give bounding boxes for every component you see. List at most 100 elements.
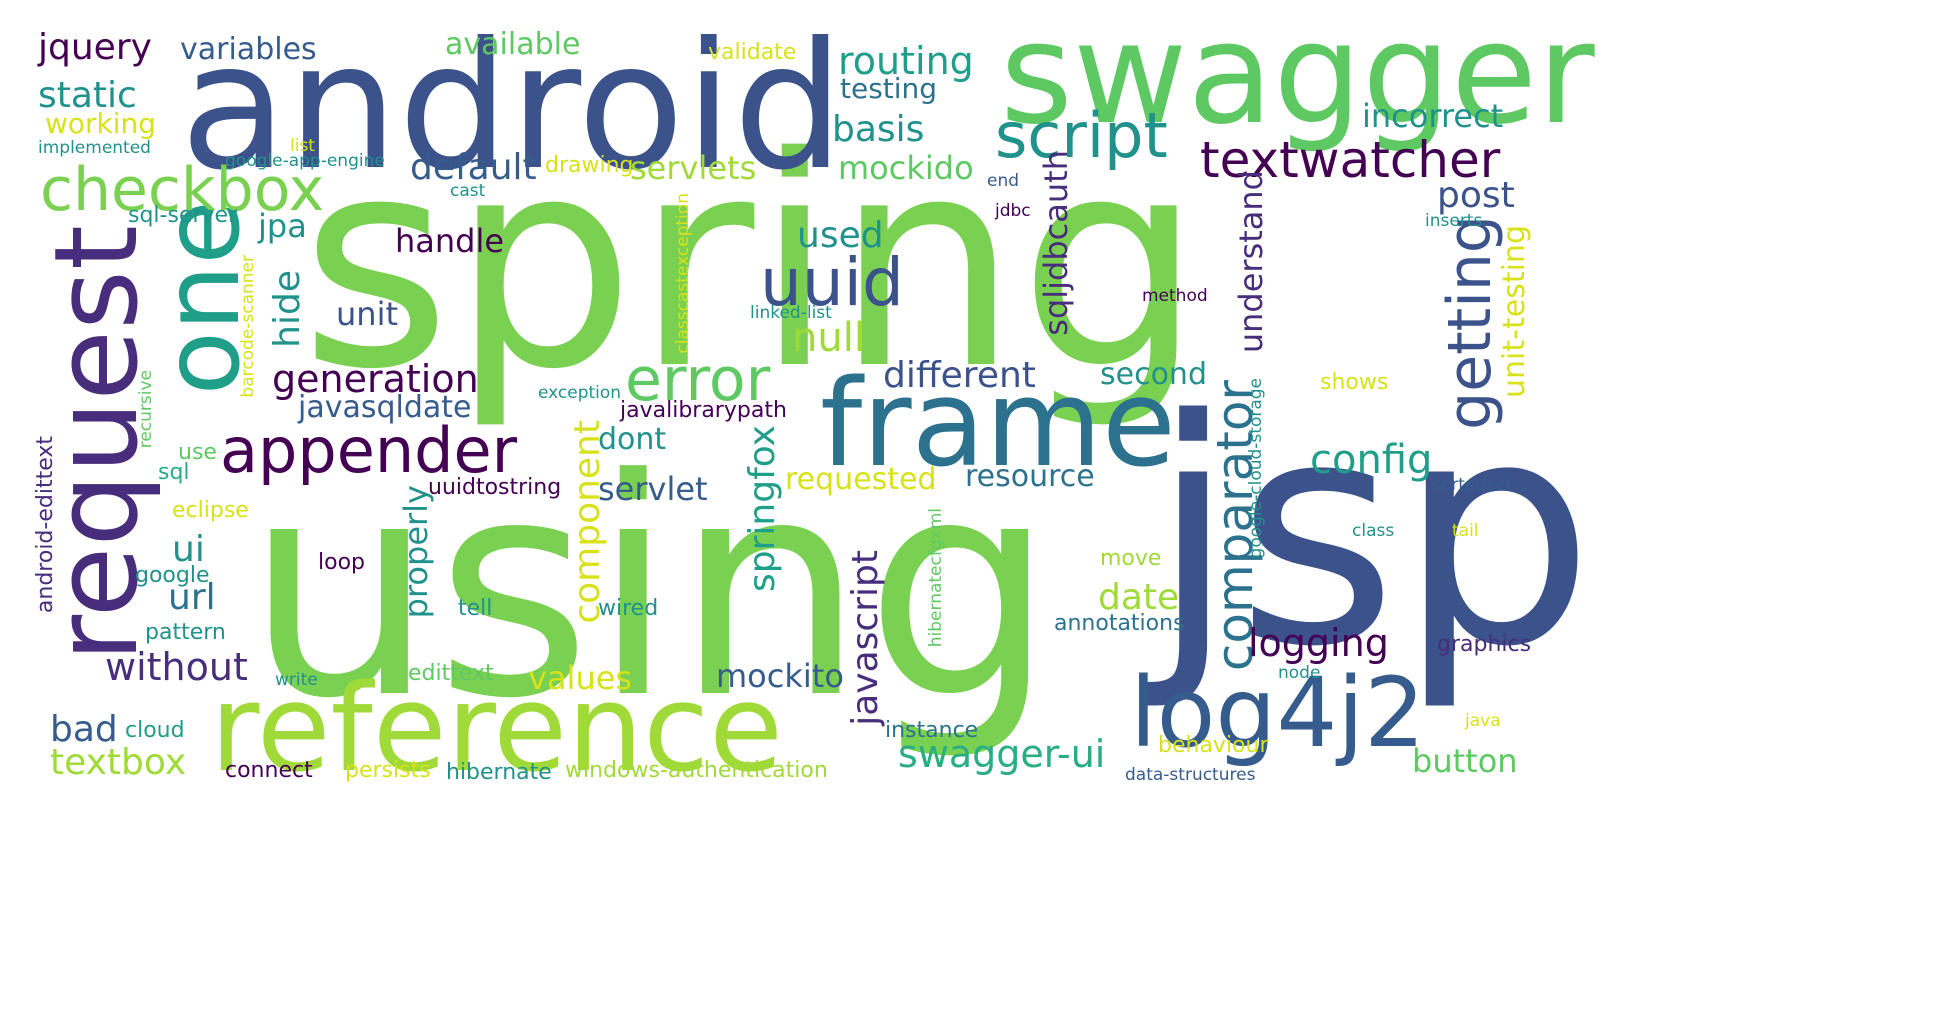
word-javalibrarypath: javalibrarypath — [620, 398, 787, 423]
word-reference: reference — [210, 660, 783, 799]
word-bad: bad — [50, 709, 118, 750]
word-dont: dont — [598, 422, 667, 457]
word-validate: validate — [708, 40, 797, 65]
word-method: method — [1142, 286, 1208, 306]
word-mockito: mockito — [716, 657, 844, 695]
word-logging: logging — [1248, 621, 1389, 665]
word-hibernatecfgxml: hibernatecfgxml — [926, 508, 946, 648]
word-date: date — [1098, 577, 1180, 618]
word-springfox: springfox — [742, 425, 783, 592]
word-static: static — [38, 75, 137, 116]
word-script: script — [995, 99, 1168, 172]
word-android_edittext: android-edittext — [33, 436, 58, 614]
word-incorrect: incorrect — [1362, 97, 1504, 135]
word-spring: spring — [300, 96, 1203, 433]
word-javascript: javascript — [845, 550, 886, 726]
word-properly: properly — [397, 485, 435, 619]
word-servlet: servlet — [598, 470, 708, 508]
word-testing: testing — [840, 72, 938, 105]
word-resource: resource — [965, 459, 1095, 494]
word-different: different — [883, 355, 1036, 396]
word-mockido: mockido — [838, 149, 974, 187]
word-graphics: graphics — [1437, 632, 1532, 657]
word-second: second — [1100, 357, 1207, 392]
word-connect: connect — [225, 758, 313, 783]
word-without: without — [105, 645, 248, 689]
word-android: android — [180, 6, 845, 209]
word-inserts: inserts — [1425, 211, 1483, 231]
word-unit: unit — [336, 295, 398, 333]
word-wired: wired — [598, 596, 659, 621]
word-hibernate: hibernate — [446, 760, 552, 785]
word-end: end — [987, 171, 1020, 191]
word-servlets: servlets — [630, 149, 757, 187]
word-uuid: uuid — [760, 244, 904, 321]
word-understand: understand — [1232, 170, 1270, 354]
word-windows_authentication: windows-authentication — [565, 758, 828, 783]
word-button: button — [1412, 742, 1518, 780]
word-edittext: edittext — [408, 661, 494, 686]
word-google: google — [135, 563, 210, 588]
word-url: url — [168, 577, 216, 618]
word-null: null — [792, 315, 865, 361]
word-default: default — [410, 147, 537, 188]
word-appender: appender — [220, 414, 518, 487]
word-available: available — [445, 27, 581, 62]
word-annotations: annotations — [1054, 611, 1185, 636]
word-exception: exception — [538, 383, 622, 403]
word-instance: instance — [885, 718, 979, 743]
word-pattern: pattern — [145, 620, 226, 645]
word-tell: tell — [458, 596, 493, 621]
word-generation: generation — [272, 357, 479, 401]
word-log4j2: log4j2 — [1130, 657, 1426, 769]
word-swagger: swagger — [1000, 0, 1595, 156]
word-hide: hide — [267, 270, 308, 348]
word-linked_list: linked-list — [750, 303, 832, 323]
word-textbox: textbox — [50, 742, 187, 783]
word-sql: sql — [158, 460, 190, 485]
word-frame: frame — [820, 355, 1176, 494]
word-using: using — [245, 415, 1056, 764]
word-textwatcher: textwatcher — [1200, 131, 1501, 189]
word-barcode_scanner: barcode-scanner — [238, 255, 258, 398]
word-component: component — [567, 420, 608, 624]
word-basis: basis — [832, 109, 925, 150]
word-java: java — [1465, 711, 1501, 731]
word-values: values — [528, 659, 633, 697]
word-implemented: implemented — [38, 138, 151, 158]
word-list: list — [290, 136, 315, 156]
word-uuidtostring: uuidtostring — [428, 475, 562, 500]
word-move: move — [1100, 546, 1162, 571]
word-sql_server: sql-server — [128, 203, 238, 228]
word-post: post — [1437, 175, 1515, 216]
word-node: node — [1278, 663, 1321, 683]
word-jsp: jsp — [1150, 354, 1595, 715]
word-cloud: cloud — [125, 718, 185, 743]
word-requested: requested — [785, 462, 937, 497]
word-google_cloud_storage: google-cloud-storage — [1246, 378, 1266, 559]
word-used: used — [797, 215, 884, 256]
word-class: class — [1352, 521, 1395, 541]
word-use: use — [178, 440, 217, 465]
word-classcastexception: classcastexception — [673, 193, 693, 354]
word-config: config — [1310, 437, 1433, 483]
word-javasqldate: javasqldate — [298, 390, 472, 425]
word-google_app_engine: google-app-engine — [225, 151, 385, 171]
word-swagger_ui: swagger-ui — [898, 732, 1106, 776]
word-checkbox: checkbox — [40, 155, 325, 225]
word-write: write — [275, 670, 318, 690]
word-getting: getting — [1435, 215, 1505, 430]
word-jpa: jpa — [258, 207, 307, 245]
word-routing: routing — [838, 39, 974, 83]
word-persists: persists — [345, 758, 431, 783]
word-behaviour: behaviour — [1158, 733, 1269, 758]
word-unit_testing: unit-testing — [1497, 225, 1532, 398]
word-recursive: recursive — [136, 370, 156, 449]
word-sqljdbcauth: sqljdbcauth — [1037, 150, 1075, 336]
word-drawing: drawing — [545, 153, 634, 178]
word-variables: variables — [180, 32, 317, 67]
word-ui: ui — [172, 529, 205, 570]
word-loop: loop — [318, 550, 365, 575]
word-jdbc: jdbc — [995, 201, 1031, 221]
